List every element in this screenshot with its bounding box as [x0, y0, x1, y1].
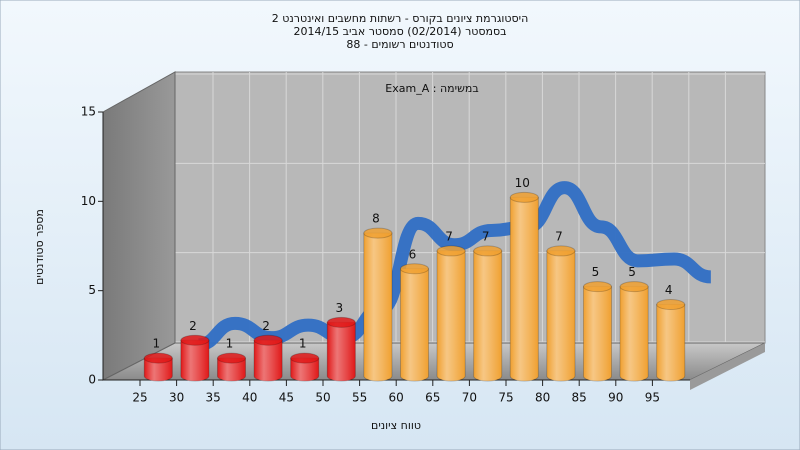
- x-tick-label: 60: [389, 391, 404, 405]
- bar-shine: [180, 340, 209, 382]
- bar-shine: [546, 250, 575, 382]
- y-tick-label: 15: [81, 105, 96, 119]
- bar-shine: [363, 233, 392, 382]
- value-label: 2: [189, 319, 197, 333]
- x-tick-label: 70: [462, 391, 477, 405]
- x-tick-label: 35: [206, 391, 221, 405]
- x-tick-label: 90: [608, 391, 623, 405]
- bar-top: [143, 352, 173, 364]
- bar-shine: [327, 322, 356, 382]
- trend-ribbon: [197, 181, 712, 352]
- value-label: 10: [515, 176, 530, 190]
- value-label: 1: [299, 337, 307, 351]
- bar-top: [436, 245, 466, 257]
- x-tick-label: 45: [279, 391, 294, 405]
- y-tick-label: 5: [88, 283, 96, 297]
- bar-shine: [583, 286, 612, 382]
- bar-shine: [290, 358, 319, 382]
- bar-shine: [437, 250, 466, 382]
- value-label: 5: [592, 265, 600, 279]
- bar-top: [180, 334, 210, 346]
- x-tick-label: 55: [352, 391, 367, 405]
- bar-shine: [620, 286, 649, 382]
- x-tick-label: 25: [132, 391, 147, 405]
- title-line: היסטוגרמת ציונים בקורס - רשתות מחשבים וא…: [272, 12, 529, 25]
- bar-top: [619, 281, 649, 293]
- value-label: 6: [409, 247, 417, 261]
- bar-shine: [510, 197, 539, 382]
- bar-shine: [254, 340, 283, 382]
- x-tick-label: 95: [645, 391, 660, 405]
- bar-top: [217, 352, 246, 364]
- x-axis-label: טווח ציונים: [371, 419, 421, 432]
- bar-top: [290, 352, 320, 364]
- value-label: 7: [555, 229, 563, 243]
- bar-shine: [473, 250, 502, 382]
- bar-top: [656, 299, 686, 311]
- left-wall: [102, 71, 176, 381]
- bar-shine: [656, 304, 685, 382]
- x-tick-label: 85: [572, 391, 587, 405]
- bar-top: [509, 191, 539, 203]
- bar-top: [473, 245, 503, 257]
- bar-shine: [144, 358, 173, 382]
- bar-shine: [400, 268, 429, 382]
- x-tick-label: 40: [242, 391, 257, 405]
- value-label: 5: [628, 265, 636, 279]
- value-label: 4: [665, 283, 673, 297]
- subtitle: במשימה : Exam_A: [385, 82, 478, 95]
- value-label: 1: [152, 337, 160, 351]
- x-tick-label: 80: [535, 391, 550, 405]
- bar-top: [326, 316, 356, 328]
- title-line: סטודנטים רשומים - 88: [346, 38, 453, 51]
- value-label: 7: [482, 229, 490, 243]
- bar-top: [583, 281, 612, 293]
- back-wall: [174, 71, 766, 344]
- value-label: 1: [226, 337, 234, 351]
- x-tick-label: 30: [169, 391, 184, 405]
- y-tick-label: 0: [88, 373, 96, 387]
- title-line: בסמסטר (02/2014) סמסטר אביב 2014/15: [293, 25, 506, 38]
- x-tick-label: 75: [498, 391, 513, 405]
- value-label: 8: [372, 212, 380, 226]
- bar-top: [400, 263, 429, 275]
- title: היסטוגרמת ציונים בקורס - רשתות מחשבים וא…: [272, 12, 529, 51]
- value-label: 7: [445, 229, 453, 243]
- bar-top: [253, 334, 283, 346]
- x-tick-label: 50: [315, 391, 330, 405]
- value-label: 3: [335, 301, 343, 315]
- bar-shine: [217, 358, 246, 382]
- floor-edge: [690, 343, 765, 390]
- bar-top: [546, 245, 576, 257]
- y-tick-label: 10: [81, 194, 96, 208]
- x-tick-label: 65: [425, 391, 440, 405]
- bar-top: [363, 227, 393, 239]
- value-label: 2: [262, 319, 270, 333]
- y-axis-label: מספר סטודנטים: [33, 209, 46, 285]
